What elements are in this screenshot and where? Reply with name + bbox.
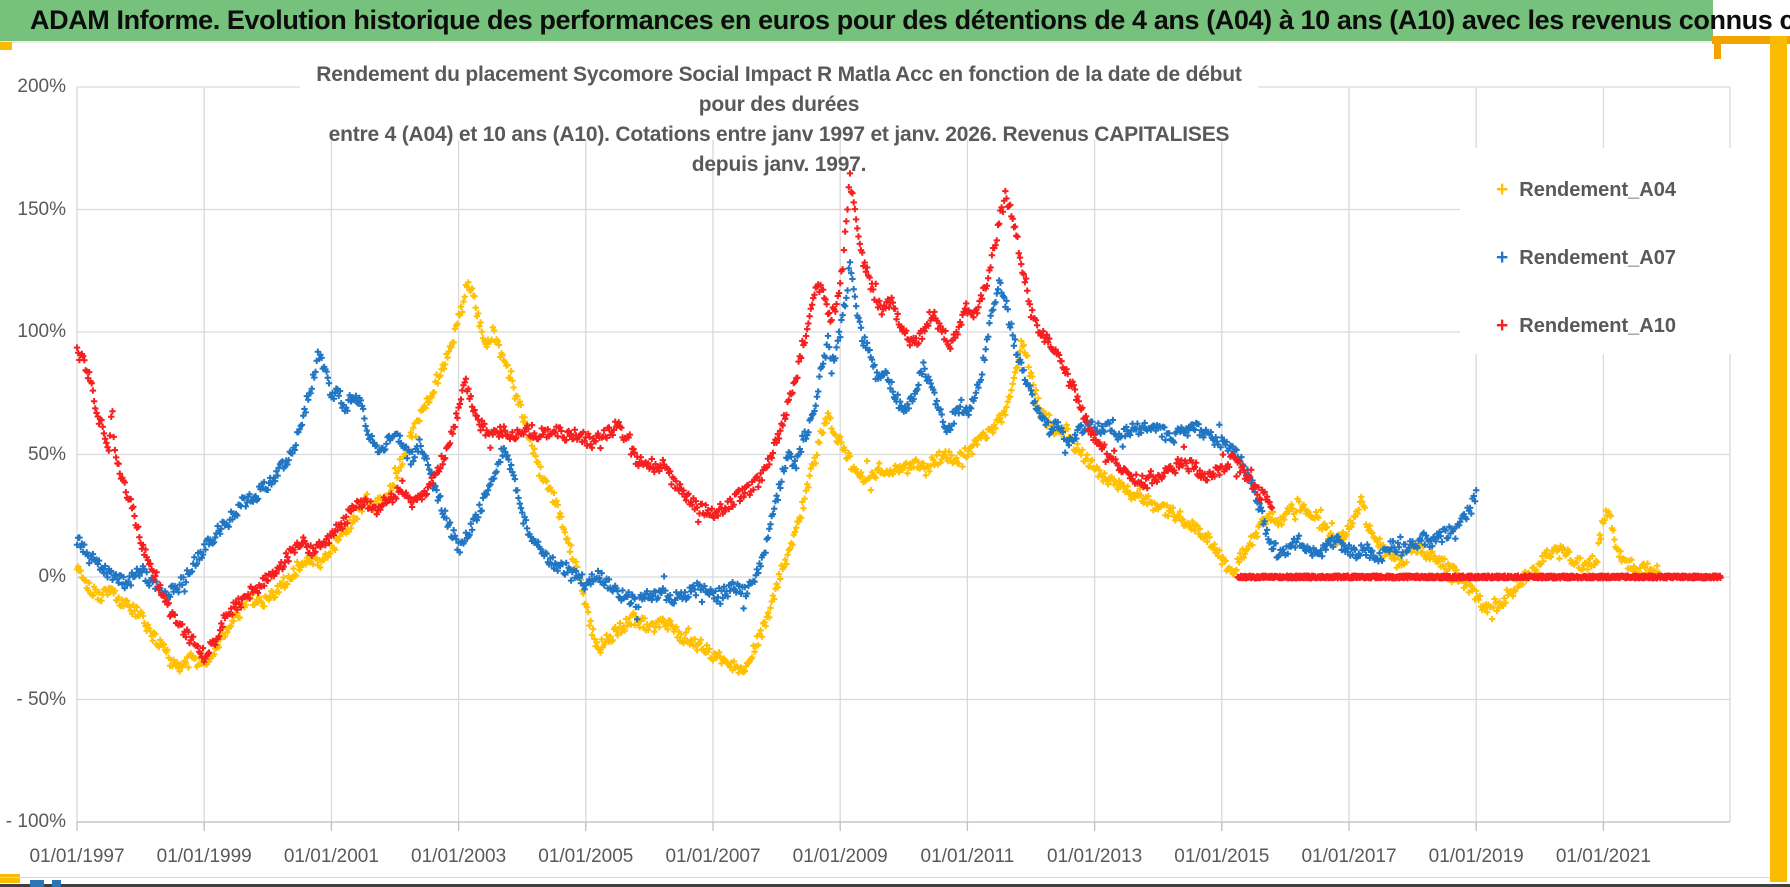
scatter-chart-canvas bbox=[73, 56, 1752, 831]
legend-marker-icon: + bbox=[1496, 178, 1509, 201]
x-tick-label: 01/01/2009 bbox=[792, 846, 888, 867]
series-rendement_a10-flat-zero-line bbox=[1234, 572, 1724, 582]
chart-title: Rendement du placement Sycomore Social I… bbox=[300, 60, 1258, 180]
frame-top-left-stub bbox=[0, 42, 12, 50]
y-tick-label: 100% bbox=[17, 321, 66, 342]
legend-label: Rendement_A04 bbox=[1519, 178, 1676, 201]
x-tick-label: 01/01/2021 bbox=[1555, 846, 1651, 867]
report-title: ADAM Informe. Evolution historique des p… bbox=[30, 5, 1790, 35]
sheet-tab-strip bbox=[0, 884, 1790, 887]
x-tick-label: 01/01/2001 bbox=[283, 846, 379, 867]
legend-label: Rendement_A10 bbox=[1519, 314, 1676, 337]
legend-marker-icon: + bbox=[1496, 246, 1509, 269]
x-tick-label: 01/01/2013 bbox=[1047, 846, 1143, 867]
chart-bottom-border bbox=[0, 877, 1770, 878]
y-tick-label: - 100% bbox=[5, 811, 66, 832]
x-tick-label: 01/01/2019 bbox=[1428, 846, 1524, 867]
report-title-banner: ADAM Informe. Evolution historique des p… bbox=[0, 0, 1790, 43]
x-tick-label: 01/01/2011 bbox=[920, 846, 1015, 867]
legend-item-a07: + Rendement_A07 bbox=[1496, 244, 1676, 272]
x-tick-label: 01/01/2005 bbox=[538, 846, 634, 867]
series-rendement_a10 bbox=[73, 170, 1276, 665]
legend-label: Rendement_A07 bbox=[1519, 246, 1676, 269]
chart-title-line1: Rendement du placement Sycomore Social I… bbox=[316, 63, 1242, 116]
x-tick-label: 01/01/2015 bbox=[1174, 846, 1270, 867]
gridlines bbox=[76, 86, 1731, 831]
x-tick-label: 01/01/1997 bbox=[29, 846, 125, 867]
y-tick-label: 50% bbox=[27, 443, 66, 465]
series-rendement_a07 bbox=[73, 259, 1480, 623]
legend-box bbox=[1460, 148, 1752, 354]
chart-title-box bbox=[300, 56, 1258, 140]
plot-area bbox=[73, 170, 1724, 676]
frame-right-bar bbox=[1770, 36, 1787, 882]
y-tick-label: 150% bbox=[17, 198, 66, 220]
x-tick-label: 01/01/2017 bbox=[1301, 846, 1397, 867]
y-tick-label: 0% bbox=[38, 566, 66, 587]
y-tick-label: 200% bbox=[17, 76, 66, 97]
legend-item-a04: + Rendement_A04 bbox=[1496, 176, 1676, 204]
frame-bottom-left-stub bbox=[0, 874, 20, 883]
y-tick-label: - 50% bbox=[16, 688, 66, 710]
x-tick-label: 01/01/1999 bbox=[156, 846, 252, 867]
x-tick-label: 01/01/2007 bbox=[665, 846, 761, 867]
series-rendement_a04 bbox=[73, 279, 1663, 676]
chart-title-line2: entre 4 (A04) et 10 ans (A10). Cotations… bbox=[328, 123, 1230, 176]
sheet-tab-fragment[interactable] bbox=[30, 880, 44, 887]
legend-item-a10: + Rendement_A10 bbox=[1496, 312, 1676, 340]
sheet-tab-fragment[interactable] bbox=[52, 880, 61, 887]
frame-corner-notch bbox=[1714, 44, 1721, 59]
legend-marker-icon: + bbox=[1496, 314, 1509, 337]
frame-corner-horizontal bbox=[1712, 36, 1790, 44]
x-tick-label: 01/01/2003 bbox=[411, 846, 507, 867]
